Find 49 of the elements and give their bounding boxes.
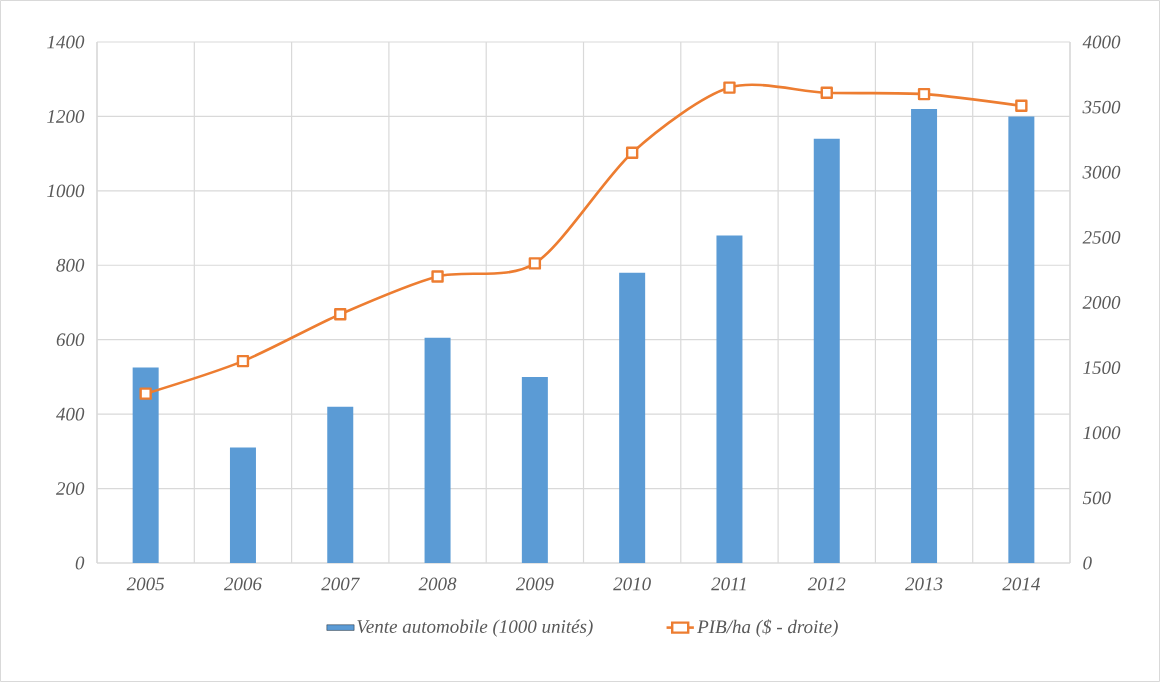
y2-tick-label: 2000 — [1082, 296, 1121, 309]
x-tick-label: 2011 — [711, 577, 746, 591]
bar — [424, 337, 451, 563]
bar — [911, 108, 938, 563]
x-tick-label: 2014 — [1002, 577, 1040, 591]
y2-tick-label: 3500 — [1082, 100, 1121, 114]
point — [236, 354, 250, 368]
point — [917, 87, 931, 101]
bar — [1008, 116, 1035, 563]
y2-tick-label: 1500 — [1083, 361, 1121, 375]
y2-tick-label: 0 — [1083, 556, 1092, 570]
x-tick-label: 2007 — [321, 577, 360, 591]
y-tick-label: 800 — [56, 258, 85, 272]
point — [528, 257, 542, 270]
point — [334, 308, 347, 321]
y-tick-label: 400 — [56, 407, 85, 421]
bar — [132, 367, 159, 563]
point — [431, 270, 444, 283]
y-tick-label: 1000 — [47, 184, 85, 198]
bar — [229, 447, 256, 563]
x-tick-label: 2005 — [126, 577, 165, 591]
x-tick-label: 2009 — [515, 577, 554, 591]
point — [820, 86, 833, 99]
x-tick-label: 2013 — [905, 577, 943, 591]
x-tick-label: 2008 — [418, 577, 457, 591]
y-tick-label: 1400 — [47, 35, 85, 49]
point — [1015, 99, 1028, 113]
point — [139, 387, 152, 400]
bar — [813, 138, 840, 563]
point — [723, 81, 736, 94]
y-tick-label: 1200 — [47, 110, 85, 123]
y2-tick-label: 500 — [1082, 491, 1111, 505]
y2-tick-label: 3000 — [1082, 165, 1121, 179]
x-tick-label: 2012 — [807, 577, 846, 591]
point — [625, 146, 639, 159]
y2-tick-label: 2500 — [1082, 230, 1121, 244]
legend-label: Vente automobile (1000 unités) — [357, 619, 593, 637]
y2-tick-label: 1000 — [1083, 426, 1121, 440]
y2-tick-label: 4000 — [1082, 35, 1121, 49]
bar — [327, 406, 354, 563]
bar — [521, 376, 548, 563]
bar — [619, 272, 646, 563]
x-tick-label: 2006 — [223, 577, 262, 591]
bar — [716, 235, 743, 563]
y-tick-label: 0 — [75, 556, 85, 570]
legend-label: PIB/ha ($ - droite) — [697, 619, 838, 638]
y-tick-label: 600 — [56, 333, 85, 347]
x-tick-label: 2010 — [613, 577, 651, 591]
y-tick-label: 200 — [55, 482, 85, 495]
